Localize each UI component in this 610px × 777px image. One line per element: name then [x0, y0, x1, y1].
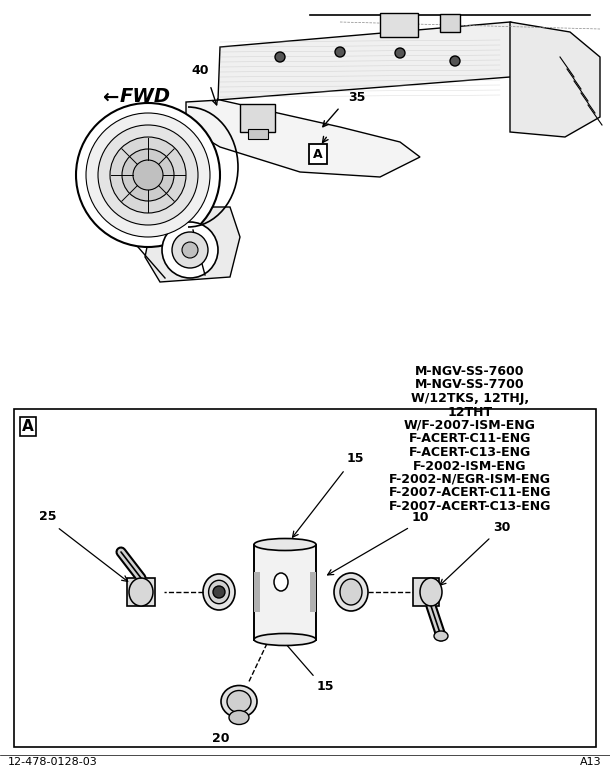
Text: F-ACERT-C13-ENG: F-ACERT-C13-ENG — [409, 446, 531, 459]
Ellipse shape — [129, 578, 153, 606]
Ellipse shape — [254, 538, 316, 550]
Text: W/12TKS, 12THJ,: W/12TKS, 12THJ, — [411, 392, 529, 405]
Ellipse shape — [274, 573, 288, 591]
Text: A: A — [22, 419, 34, 434]
Text: M-NGV-SS-7600: M-NGV-SS-7600 — [415, 365, 525, 378]
Circle shape — [450, 56, 460, 66]
Ellipse shape — [209, 580, 229, 604]
Text: M-NGV-SS-7700: M-NGV-SS-7700 — [415, 378, 525, 392]
Text: F-2002-N/EGR-ISM-ENG: F-2002-N/EGR-ISM-ENG — [389, 473, 551, 486]
Circle shape — [162, 222, 218, 278]
Text: 25: 25 — [39, 510, 57, 523]
Bar — [240, 104, 275, 132]
Bar — [254, 572, 260, 612]
Circle shape — [76, 103, 220, 247]
Ellipse shape — [420, 578, 442, 606]
Text: 10: 10 — [412, 511, 429, 524]
Circle shape — [213, 586, 225, 598]
Text: 35: 35 — [348, 91, 365, 104]
Bar — [380, 13, 418, 37]
Circle shape — [182, 242, 198, 258]
Text: A13: A13 — [580, 757, 602, 767]
Ellipse shape — [334, 573, 368, 611]
Polygon shape — [218, 22, 565, 100]
Text: FWD: FWD — [120, 88, 171, 106]
Circle shape — [86, 113, 210, 237]
Text: 40: 40 — [192, 64, 209, 77]
Bar — [310, 572, 316, 612]
Text: 20: 20 — [212, 731, 229, 744]
Text: A: A — [313, 148, 323, 161]
Circle shape — [395, 48, 405, 58]
Text: F-2007-ACERT-C11-ENG: F-2007-ACERT-C11-ENG — [389, 486, 551, 500]
Ellipse shape — [254, 633, 316, 646]
Ellipse shape — [340, 579, 362, 605]
Polygon shape — [186, 100, 420, 177]
Ellipse shape — [434, 631, 448, 641]
Text: ←: ← — [102, 88, 118, 106]
Circle shape — [335, 47, 345, 57]
Bar — [14, 409, 596, 747]
Ellipse shape — [203, 574, 235, 610]
Text: F-ACERT-C11-ENG: F-ACERT-C11-ENG — [409, 433, 531, 445]
Polygon shape — [145, 207, 240, 282]
Text: 30: 30 — [493, 521, 511, 534]
Text: 12THT: 12THT — [448, 406, 492, 419]
Bar — [440, 14, 460, 32]
Circle shape — [110, 137, 186, 213]
Bar — [254, 545, 316, 639]
Text: F-2007-ACERT-C13-ENG: F-2007-ACERT-C13-ENG — [389, 500, 551, 513]
Bar — [413, 578, 439, 606]
Circle shape — [133, 160, 163, 190]
Text: F-2002-ISM-ENG: F-2002-ISM-ENG — [413, 459, 527, 472]
Text: 12-478-0128-03: 12-478-0128-03 — [8, 757, 98, 767]
Bar — [127, 578, 155, 606]
Bar — [248, 129, 268, 139]
Text: W/F-2007-ISM-ENG: W/F-2007-ISM-ENG — [404, 419, 536, 432]
Text: 15: 15 — [317, 680, 334, 692]
Circle shape — [122, 149, 174, 201]
Ellipse shape — [221, 685, 257, 717]
Ellipse shape — [227, 691, 251, 713]
Polygon shape — [510, 22, 600, 137]
Ellipse shape — [229, 710, 249, 724]
Circle shape — [98, 125, 198, 225]
Text: 15: 15 — [347, 452, 365, 465]
Circle shape — [172, 232, 208, 268]
Circle shape — [275, 52, 285, 62]
